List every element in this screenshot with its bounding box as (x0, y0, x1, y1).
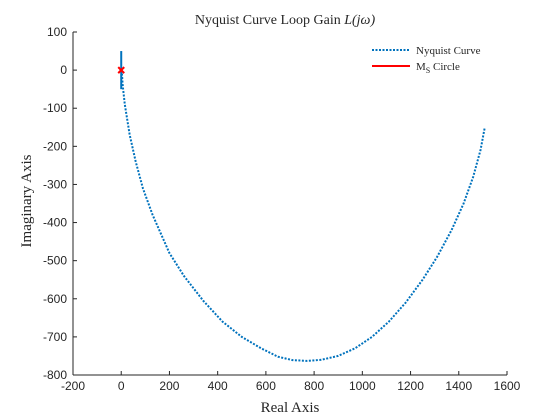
x-tick-label: -200 (61, 379, 85, 393)
y-tick-label: -200 (43, 139, 67, 153)
nyquist-curve-line (120, 70, 486, 362)
y-tick-label: 0 (60, 63, 67, 77)
y-tick-label: -500 (43, 254, 67, 268)
x-tick-label: 1200 (397, 379, 424, 393)
x-tick-label: 600 (256, 379, 276, 393)
chart-title: Nyquist Curve Loop Gain L(jω) (195, 13, 376, 28)
chart-title-math: L(jω) (343, 13, 375, 28)
x-tick-label: 800 (304, 379, 324, 393)
y-tick-label: -300 (43, 177, 67, 191)
ms-circle-marker (117, 66, 125, 74)
y-axis-label: Imaginary Axis (19, 154, 35, 247)
x-tick-label: 200 (159, 379, 179, 393)
axes: -200 0 200 400 600 800 1000 1200 1400 1600-800-70… (43, 25, 521, 393)
plot-area (117, 51, 486, 362)
legend-label-ms-circle: MS Circle (416, 61, 460, 75)
legend: Nyquist Curve MS Circle (372, 45, 481, 75)
x-tick-label: 1400 (445, 379, 472, 393)
x-tick-label: 0 (118, 379, 125, 393)
x-tick-label: 400 (208, 379, 228, 393)
y-tick-label: -100 (43, 101, 67, 115)
x-tick-label: 1600 (494, 379, 521, 393)
chart-title-text: Nyquist Curve Loop Gain (195, 13, 344, 28)
y-tick-label: -600 (43, 292, 67, 306)
y-tick-label: 100 (47, 25, 67, 39)
legend-label-nyquist: Nyquist Curve (416, 45, 481, 57)
y-tick-label: -700 (43, 330, 67, 344)
x-axis-label: Real Axis (261, 400, 320, 416)
y-tick-label: -400 (43, 216, 67, 230)
ms-marker-stroke (117, 66, 125, 74)
y-tick-label: -800 (43, 368, 67, 382)
x-tick-label: 1000 (349, 379, 376, 393)
